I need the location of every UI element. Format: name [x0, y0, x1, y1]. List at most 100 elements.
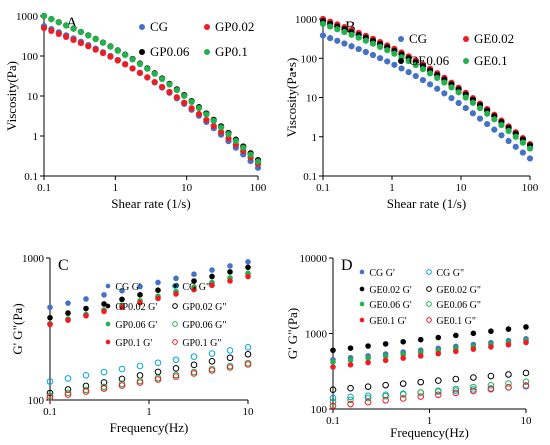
data-point: [329, 394, 337, 402]
data-point: [119, 304, 125, 310]
x-tick-label: 1: [389, 182, 395, 194]
data-point: [382, 381, 389, 389]
data-point: [172, 373, 180, 380]
data-point: [453, 348, 459, 355]
data-point: [101, 308, 107, 315]
data-point: [441, 90, 448, 97]
data-point: [226, 347, 234, 354]
legend-marker: [359, 301, 365, 307]
y-tick-label: 10: [306, 93, 318, 105]
x-tick-label: 10: [243, 406, 255, 418]
data-point: [419, 66, 427, 73]
legend-marker: [204, 49, 210, 55]
data-point: [155, 287, 161, 293]
data-point: [329, 402, 337, 410]
legend-marker: [105, 283, 111, 289]
legend-marker: [139, 49, 145, 55]
data-point: [341, 40, 348, 47]
data-point: [441, 79, 448, 86]
data-point: [382, 353, 389, 359]
data-point: [364, 398, 372, 406]
series-gp0-06-g: [47, 270, 251, 327]
y-tick-label: 100: [28, 395, 45, 407]
data-point: [355, 45, 362, 53]
legend-item: CG: [398, 31, 427, 46]
data-point: [347, 393, 354, 401]
data-point: [137, 299, 143, 306]
x-tick-label: 1: [427, 415, 433, 427]
legend-label: CG G": [182, 282, 210, 293]
data-point: [232, 137, 239, 144]
x-axis-label: Frequency(Hz): [110, 420, 189, 435]
y-tick-label: 1000: [295, 14, 318, 26]
data-point: [227, 269, 233, 275]
data-point: [476, 115, 484, 122]
data-point: [55, 19, 62, 26]
data-point: [448, 95, 455, 102]
data-point: [419, 77, 427, 84]
data-point: [203, 111, 210, 118]
data-point: [522, 369, 530, 377]
data-point: [77, 28, 84, 36]
data-point: [382, 357, 389, 364]
data-point: [247, 151, 254, 158]
legend-marker: [172, 321, 178, 327]
data-point: [144, 65, 151, 72]
data-point: [347, 400, 354, 408]
legend-item: GE0.1 G": [426, 316, 476, 327]
data-point: [107, 53, 114, 60]
legend-label: GP0.06 G': [115, 320, 157, 331]
data-point: [209, 267, 215, 273]
data-point: [498, 132, 505, 139]
data-point: [452, 385, 460, 393]
data-point: [523, 339, 529, 346]
data-point: [155, 279, 161, 286]
data-point: [82, 371, 90, 379]
data-point: [319, 32, 327, 39]
data-point: [434, 391, 442, 399]
data-point: [129, 65, 136, 72]
legend-marker: [359, 286, 365, 292]
legend-item: GE0.1 G': [359, 316, 407, 327]
data-point: [470, 346, 477, 352]
y-tick-label: 0.1: [303, 171, 317, 183]
y-tick-label: 100: [22, 51, 39, 63]
data-point: [240, 144, 247, 151]
legend-label: CG G': [369, 268, 395, 279]
legend-marker: [359, 269, 365, 275]
data-point: [47, 321, 53, 328]
data-point: [40, 24, 48, 32]
data-point: [488, 328, 494, 335]
legend-item: GP0.02 G": [172, 302, 226, 313]
data-point: [136, 69, 144, 76]
data-point: [384, 47, 391, 54]
data-point: [99, 39, 107, 46]
data-point: [355, 34, 362, 41]
data-point: [434, 85, 441, 92]
data-point: [435, 334, 442, 341]
data-point: [158, 83, 166, 91]
legend-marker: [426, 317, 432, 323]
data-point: [334, 26, 341, 33]
legend-item: GP0.06: [139, 44, 190, 59]
data-point: [46, 378, 54, 385]
data-point: [114, 47, 121, 54]
data-point: [400, 351, 406, 358]
data-point: [384, 58, 391, 65]
data-point: [399, 391, 407, 398]
panel-label: D: [341, 257, 353, 274]
panel-label: C: [58, 257, 69, 274]
data-point: [40, 12, 48, 20]
data-point: [136, 372, 144, 379]
data-point: [487, 372, 495, 380]
data-point: [455, 89, 462, 96]
data-point: [400, 355, 406, 361]
data-point: [245, 264, 251, 271]
legend-marker: [105, 321, 111, 327]
data-point: [137, 291, 143, 298]
data-point: [364, 383, 372, 390]
legend-marker: [359, 317, 365, 323]
panel-a-chart: 0.1 1 10 100 0.1 1 10 100 1000 Shear rate (1/s) Vi…: [4, 11, 267, 211]
x-tick-label: 10: [521, 415, 533, 427]
data-point: [173, 275, 179, 282]
